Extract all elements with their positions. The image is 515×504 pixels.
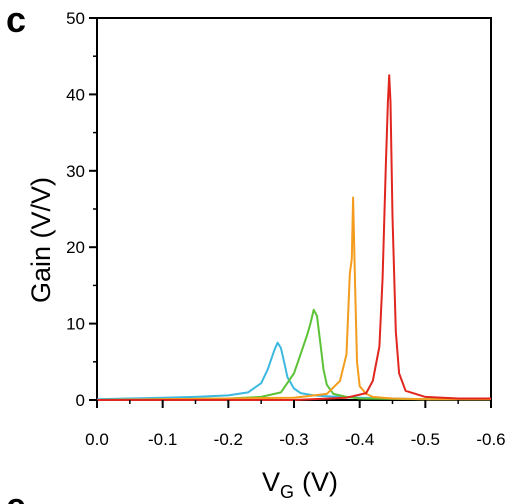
plot-area xyxy=(96,17,492,401)
x-axis-title: VG (V) xyxy=(262,467,338,502)
y-tick-label: 50 xyxy=(66,9,85,28)
y-tick-label: 40 xyxy=(66,85,85,104)
x-axis-title-unit: (V) xyxy=(302,467,338,497)
y-tick-label: 10 xyxy=(66,315,85,334)
x-tick-label: -0.4 xyxy=(345,430,374,449)
x-tick-label: -0.2 xyxy=(214,430,243,449)
plot-frame xyxy=(96,17,492,401)
y-tick-label: 20 xyxy=(66,238,85,257)
next-panel-letter: e xyxy=(6,485,26,504)
x-tick-label: -0.1 xyxy=(148,430,177,449)
x-axis-title-var: V xyxy=(262,467,280,497)
series-line-4 xyxy=(97,74,491,401)
y-axis: 0 10 20 30 40 50 xyxy=(66,9,97,410)
x-axis: 0.0 -0.1 -0.2 -0.3 -0.4 -0.5 -0.6 xyxy=(85,400,506,449)
x-axis-title-subscript: G xyxy=(280,482,294,502)
panel-letter: c xyxy=(6,0,26,40)
y-axis-title: Gain (V/V) xyxy=(26,177,56,303)
y-tick-label: 0 xyxy=(76,391,85,410)
series-layer xyxy=(96,74,491,401)
x-tick-label: -0.6 xyxy=(476,430,505,449)
x-tick-label: -0.5 xyxy=(411,430,440,449)
y-tick-label: 30 xyxy=(66,162,85,181)
series-line-2 xyxy=(96,308,491,401)
x-tick-label: -0.3 xyxy=(279,430,308,449)
x-tick-label: 0.0 xyxy=(85,430,109,449)
series-line-3 xyxy=(96,196,491,401)
